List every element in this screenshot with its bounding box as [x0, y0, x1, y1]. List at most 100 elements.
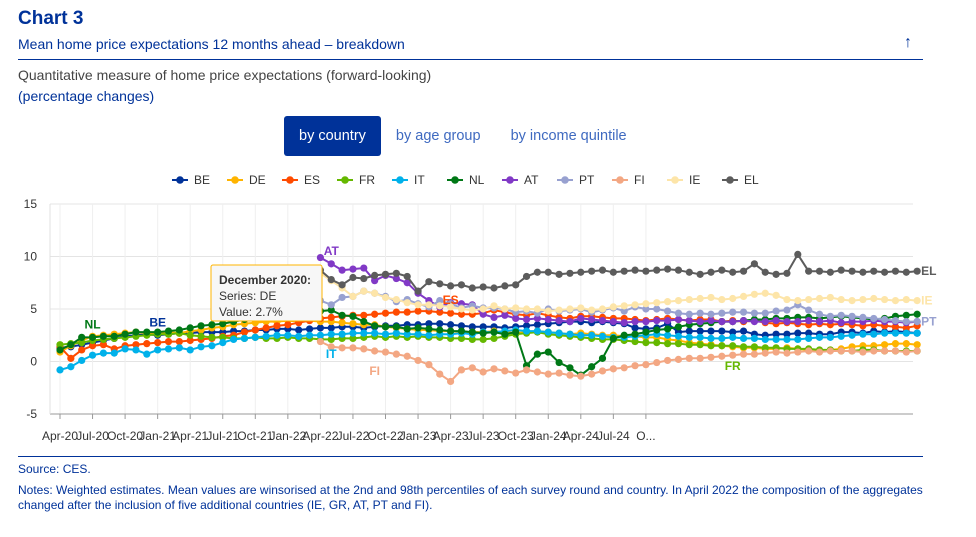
- data-point-it: [338, 330, 346, 338]
- data-point-fr: [761, 344, 769, 352]
- data-point-fi: [403, 352, 411, 360]
- data-point-nl: [164, 327, 173, 335]
- legend-item-fi: FI: [612, 173, 645, 187]
- data-point-fi: [826, 347, 834, 355]
- chart-axes: -5051015Apr-20Jul-20Oct-20Jan-21Apr-21Ju…: [24, 197, 913, 443]
- data-point-ie: [620, 302, 628, 310]
- data-point-ie: [436, 302, 444, 310]
- data-point-fi: [794, 348, 802, 356]
- data-point-pt: [707, 310, 715, 318]
- data-point-it: [739, 334, 748, 342]
- data-point-el: [631, 266, 639, 274]
- data-point-fi: [653, 358, 661, 367]
- data-point-pt: [664, 307, 672, 315]
- data-point-ie: [783, 295, 791, 304]
- x-tick-label: Jan-21: [139, 429, 176, 443]
- tab-by-income-quintile[interactable]: by income quintile: [510, 128, 627, 144]
- tab-by-age-group[interactable]: by age group: [395, 128, 481, 144]
- data-point-de: [891, 340, 900, 348]
- data-point-nl: [512, 328, 520, 336]
- data-point-fi: [718, 352, 726, 360]
- data-point-nl: [620, 331, 628, 339]
- title-divider: [18, 59, 923, 60]
- data-point-es: [414, 307, 422, 315]
- data-point-nl: [902, 311, 910, 319]
- data-point-be: [696, 327, 704, 335]
- data-point-fi: [501, 367, 509, 375]
- data-point-nl: [208, 321, 216, 329]
- data-point-ie: [414, 301, 422, 309]
- chart-number: Chart 3: [18, 8, 84, 29]
- data-point-nl: [381, 323, 390, 331]
- data-point-el: [859, 268, 867, 276]
- data-point-pt: [718, 309, 726, 317]
- data-point-be: [718, 327, 726, 335]
- data-point-nl: [338, 311, 346, 319]
- back-to-top-icon[interactable]: ↑: [904, 34, 912, 51]
- data-point-fr: [479, 335, 487, 344]
- data-point-el: [349, 273, 357, 282]
- data-point-nl: [392, 323, 400, 331]
- x-tick-label: Apr-22: [302, 429, 338, 443]
- data-point-it: [349, 329, 357, 337]
- data-point-at: [729, 318, 737, 326]
- data-point-ie: [609, 303, 617, 311]
- data-point-fi: [479, 368, 487, 376]
- data-point-it: [251, 333, 259, 341]
- data-point-ie: [544, 307, 552, 315]
- data-point-pt: [783, 306, 791, 314]
- data-point-ie: [718, 295, 726, 304]
- data-point-fi: [631, 362, 639, 370]
- legend-marker: [176, 176, 184, 184]
- data-point-el: [598, 266, 607, 274]
- series-label-ie: IE: [921, 294, 932, 308]
- data-point-de: [881, 341, 889, 349]
- data-point-el: [338, 281, 346, 289]
- legend-item-it: IT: [392, 173, 425, 187]
- data-point-el: [870, 267, 878, 275]
- data-point-it: [902, 329, 910, 337]
- data-point-fi: [414, 356, 422, 365]
- data-point-it: [305, 331, 314, 339]
- data-point-it: [685, 333, 693, 341]
- data-point-it: [414, 330, 422, 338]
- data-point-at: [772, 316, 780, 325]
- data-point-el: [848, 267, 856, 275]
- data-point-el: [360, 274, 368, 283]
- data-point-ie: [815, 294, 824, 303]
- data-point-ie: [653, 299, 661, 307]
- data-point-at: [642, 318, 650, 326]
- data-point-fi: [360, 345, 368, 353]
- data-point-it: [848, 331, 856, 339]
- data-point-it: [815, 333, 824, 341]
- data-point-fi: [349, 344, 357, 352]
- tab-by-country[interactable]: by country: [284, 116, 381, 156]
- legend-item-de: DE: [227, 173, 266, 187]
- data-point-el: [522, 272, 531, 281]
- unit-label: (percentage changes): [18, 88, 155, 104]
- data-point-fi: [642, 361, 650, 369]
- data-point-nl: [479, 329, 487, 337]
- data-point-el: [381, 270, 390, 278]
- data-point-ie: [392, 295, 400, 304]
- data-point-el: [913, 267, 921, 275]
- data-point-nl: [501, 330, 509, 338]
- data-point-at: [707, 316, 715, 325]
- data-point-pt: [436, 297, 444, 305]
- x-tick-label: Jul-20: [76, 429, 109, 443]
- data-point-at: [392, 274, 400, 283]
- data-point-fr: [78, 339, 86, 347]
- data-point-nl: [403, 325, 411, 333]
- data-point-nl: [349, 312, 357, 320]
- data-point-el: [696, 270, 704, 278]
- data-point-it: [783, 335, 791, 344]
- data-point-nl: [414, 324, 422, 332]
- data-point-it: [121, 345, 129, 353]
- data-point-nl: [219, 320, 227, 328]
- data-point-be: [805, 329, 813, 337]
- data-point-el: [620, 267, 628, 275]
- data-point-el: [577, 268, 585, 276]
- data-point-at: [577, 314, 585, 323]
- data-point-it: [403, 330, 411, 338]
- legend-label: IE: [689, 173, 700, 187]
